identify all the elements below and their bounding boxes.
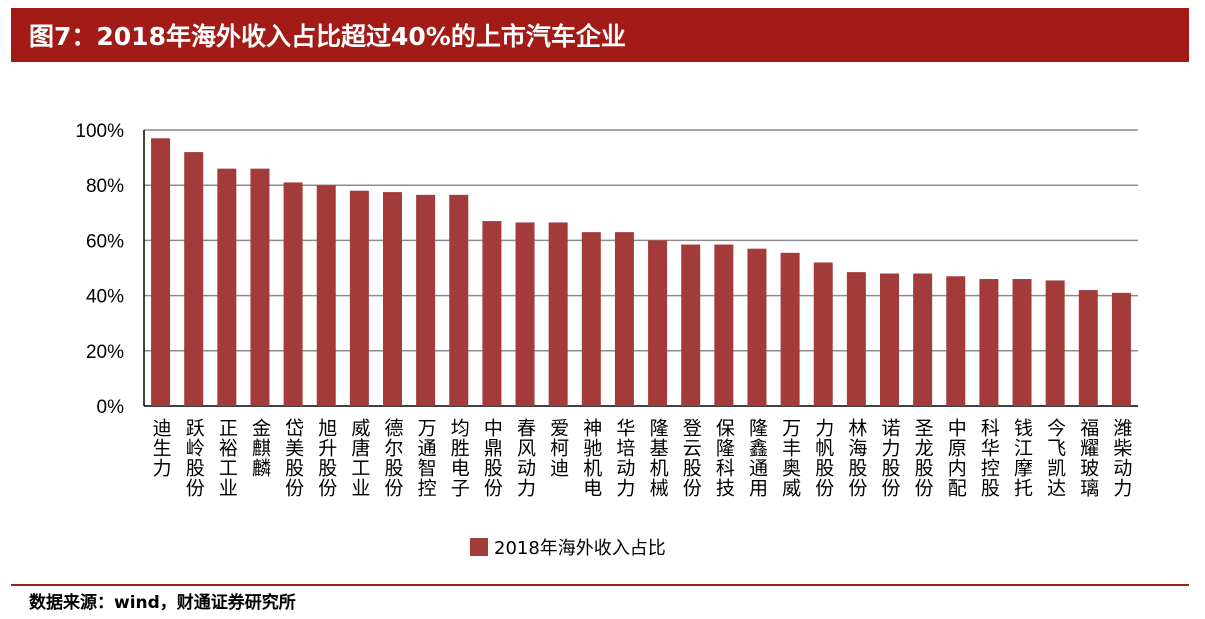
bar — [1012, 279, 1032, 406]
x-tick-label: 圣龙股份 — [912, 418, 934, 498]
bar — [250, 168, 270, 406]
x-tick-label: 林海股份 — [845, 418, 867, 498]
bar — [681, 244, 701, 406]
bar — [648, 240, 668, 406]
bar — [449, 194, 469, 406]
bar — [482, 221, 502, 406]
x-tick-label: 登云股份 — [680, 418, 702, 498]
y-tick-label: 60% — [86, 231, 124, 252]
source-note: 数据来源：wind，财通证券研究所 — [29, 593, 296, 613]
y-tick-label: 100% — [75, 121, 124, 142]
bar — [813, 262, 833, 406]
bar — [780, 252, 800, 406]
bar — [217, 168, 237, 406]
bar — [714, 244, 734, 406]
bar — [913, 273, 933, 406]
bar — [979, 279, 999, 406]
x-tick-label: 中鼎股份 — [481, 418, 503, 498]
x-tick-label: 金麒麟 — [249, 418, 271, 478]
y-tick-label: 40% — [86, 287, 124, 308]
x-tick-label: 旭升股份 — [315, 418, 337, 498]
x-tick-label: 隆鑫通用 — [746, 418, 768, 498]
bar — [184, 152, 204, 406]
x-tick-label: 迪生力 — [150, 418, 172, 478]
bar — [614, 232, 634, 406]
bar — [946, 276, 966, 406]
bar — [846, 272, 866, 406]
bar — [416, 194, 436, 406]
x-tick-label: 正裕工业 — [216, 418, 238, 498]
bar — [880, 273, 899, 406]
bar — [151, 138, 171, 406]
y-tick-label: 20% — [86, 342, 124, 363]
bar — [548, 222, 568, 406]
bar — [515, 222, 535, 406]
x-tick-label: 爱柯迪 — [547, 418, 569, 478]
x-tick-label: 科华控股 — [978, 418, 1000, 498]
x-tick-label: 均胜电子 — [448, 418, 470, 498]
x-tick-label: 万通智控 — [415, 418, 437, 498]
x-tick-label: 万丰奥威 — [779, 418, 801, 498]
footer-divider — [11, 584, 1189, 586]
x-tick-label: 德尔股份 — [382, 418, 404, 498]
x-tick-label: 今飞凯达 — [1044, 418, 1066, 498]
x-tick-label: 福耀玻璃 — [1077, 418, 1099, 498]
x-tick-label: 威唐工业 — [348, 418, 370, 498]
x-tick-label: 保隆科技 — [713, 418, 735, 498]
y-tick-label: 80% — [86, 176, 124, 197]
bar — [316, 185, 336, 406]
x-tick-label: 钱江摩托 — [1011, 418, 1033, 498]
legend-swatch — [470, 538, 488, 556]
y-tick-label: 0% — [97, 397, 125, 418]
x-tick-label: 岱美股份 — [282, 418, 304, 498]
x-tick-label: 隆基机械 — [647, 418, 669, 498]
x-tick-label: 跃岭股份 — [183, 418, 205, 498]
bar — [283, 182, 303, 406]
bar — [383, 192, 402, 406]
x-tick-label: 神驰机电 — [580, 418, 602, 498]
bar — [1111, 292, 1131, 406]
title-bar: 图7：2018年海外收入占比超过40%的上市汽车企业 — [11, 8, 1189, 62]
bar — [747, 248, 767, 406]
x-tick-label: 华培动力 — [613, 418, 635, 498]
x-tick-label: 诺力股份 — [879, 418, 901, 498]
x-tick-label: 春风动力 — [514, 418, 536, 498]
x-tick-label: 力帆股份 — [812, 418, 834, 498]
bar — [349, 190, 369, 406]
page-title: 图7：2018年海外收入占比超过40%的上市汽车企业 — [29, 22, 626, 51]
x-tick-label: 潍柴动力 — [1110, 418, 1132, 498]
legend: 2018年海外收入占比 — [470, 532, 666, 562]
legend-label: 2018年海外收入占比 — [494, 538, 666, 559]
bar — [1078, 290, 1098, 406]
bar — [581, 232, 601, 406]
x-tick-label: 中原内配 — [945, 418, 967, 498]
bar — [1045, 280, 1065, 406]
